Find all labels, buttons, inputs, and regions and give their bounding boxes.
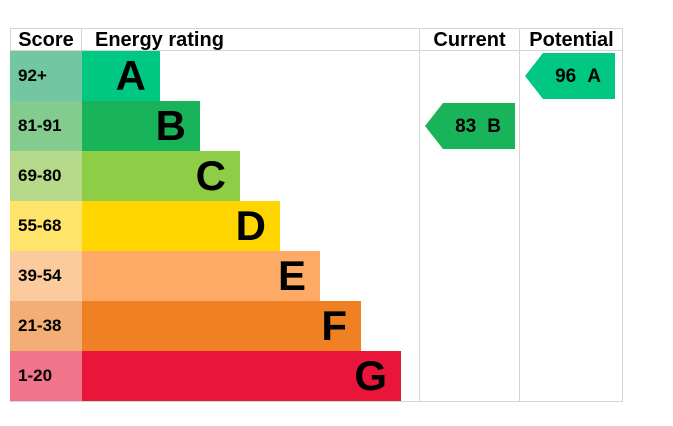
band-row-e: 39-54 E [10,251,401,301]
band-bar-a: A [82,51,160,101]
band-row-g: 1-20 G [10,351,401,401]
table-border-top [10,28,623,29]
header-score: Score [18,28,74,51]
table-border-right [622,28,623,402]
header-energy-rating: Energy rating [95,28,224,51]
score-range-f: 21-38 [10,301,82,351]
score-range-c: 69-80 [10,151,82,201]
band-row-c: 69-80 C [10,151,401,201]
table-border-bottom [10,401,623,402]
potential-score-value: 96 [555,65,577,87]
score-range-b: 81-91 [10,101,82,151]
header-current: Current [433,28,506,51]
band-row-d: 55-68 D [10,201,401,251]
current-rating-letter: B [487,115,501,137]
band-bar-c: C [82,151,240,201]
current-column-divider [419,28,420,402]
band-bar-g: G [82,351,401,401]
band-bar-d: D [82,201,280,251]
current-score-value: 83 [455,115,477,137]
score-range-a: 92+ [10,51,82,101]
band-row-f: 21-38 F [10,301,401,351]
current-rating-arrow: 83 B [425,103,515,149]
score-range-e: 39-54 [10,251,82,301]
potential-rating-arrow: 96 A [525,53,615,99]
band-rows: 92+ A 81-91 B 69-80 C 55-68 D 39-54 E 21… [10,51,401,401]
band-row-b: 81-91 B [10,101,401,151]
band-bar-b: B [82,101,200,151]
score-range-g: 1-20 [10,351,82,401]
potential-column-divider [519,28,520,402]
header-border-left [10,28,11,51]
table-header-border-bottom [10,50,623,51]
score-column-divider [81,28,82,51]
band-row-a: 92+ A [10,51,401,101]
potential-rating-letter: A [587,65,601,87]
score-range-d: 55-68 [10,201,82,251]
header-potential: Potential [529,28,614,51]
band-bar-e: E [82,251,320,301]
band-bar-f: F [82,301,361,351]
